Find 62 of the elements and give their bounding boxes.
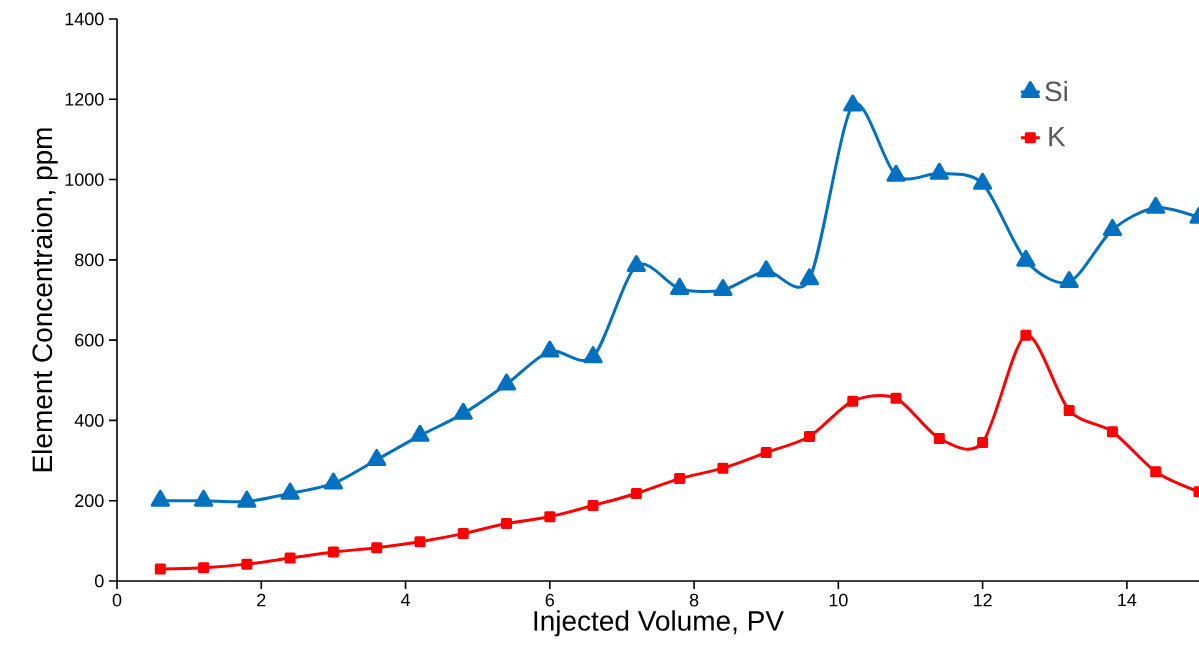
point [760,447,772,459]
point [496,373,517,391]
y-tick-label: 1200 [65,92,104,106]
point [587,500,599,512]
point [630,487,642,499]
point [1102,218,1123,236]
x-tick-label: 12 [973,593,992,607]
point [540,340,560,358]
x-axis-title: Injected Volume, PV [534,610,784,637]
point [799,268,820,286]
point [756,260,776,278]
point [670,277,690,295]
x-tick-label: 8 [689,593,699,607]
point [1020,329,1032,341]
point [327,546,339,558]
x-tick-label: 10 [829,593,848,607]
point [929,162,949,180]
point [371,542,383,554]
point [1016,249,1036,267]
y-tick-label: 1400 [65,12,104,26]
point [410,424,430,442]
y-tick-label: 800 [75,253,104,267]
point [1150,466,1162,478]
y-tick-label: 1000 [65,173,104,186]
y-axis-title: Element Concentraion, ppm [31,128,58,472]
point [977,436,989,448]
point [890,392,902,404]
point [674,473,686,485]
point [847,395,859,407]
y-tick-label: 600 [75,333,104,347]
point [501,518,513,530]
x-tick-label: 2 [257,593,266,607]
point [1106,426,1118,438]
point [803,430,815,442]
point [154,563,166,575]
point [1063,404,1075,416]
x-tick-label: 6 [545,593,555,607]
point [198,562,210,574]
point [583,346,603,364]
legend-label: Si [1045,80,1067,102]
point [241,558,253,570]
point [973,172,993,190]
legend-label: K [1049,127,1066,147]
y-tick-label: 200 [75,494,104,508]
point [453,402,473,420]
x-tick-label: 4 [400,593,411,607]
point [457,528,469,540]
point [717,462,729,474]
point [1146,196,1166,214]
point [284,552,296,564]
point [886,164,906,182]
y-tick-label: 400 [74,414,104,427]
point [626,255,646,273]
x-tick-label: 0 [112,593,122,607]
point [1059,271,1079,289]
point [713,279,733,297]
point [843,94,863,112]
y-tick-label: 0 [95,574,104,588]
point [414,536,426,548]
point [933,432,945,444]
point [544,511,556,523]
x-tick-label: 14 [1118,593,1137,607]
